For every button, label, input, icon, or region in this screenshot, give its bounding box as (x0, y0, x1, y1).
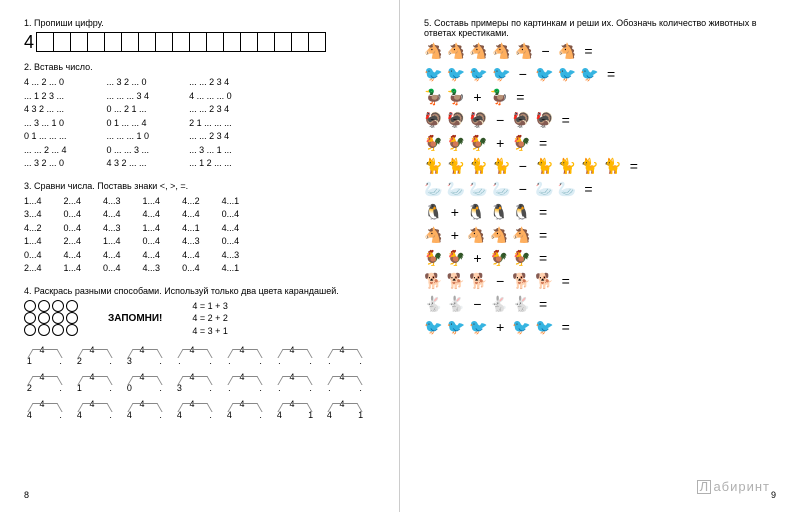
remember-label: ЗАПОМНИ! (108, 313, 162, 324)
task1-title: 1. Пропиши цифру. (24, 18, 375, 28)
page-num-9: 9 (771, 490, 776, 500)
watermark: Лабиринт (697, 479, 770, 494)
circles-block: ЗАПОМНИ! 4 = 1 + 3 4 = 2 + 2 4 = 3 + 1 (24, 300, 375, 338)
task5-title: 5. Составь примеры по картинкам и реши и… (424, 18, 776, 38)
col-c: ... ... 2 3 4 4 ... ... ... 0 ... ... 2 … (189, 76, 232, 171)
trace-boxes: 4 (24, 32, 375, 52)
page-num-8: 8 (24, 490, 29, 500)
task3-grid: 1...4 3...4 4...2 1...4 0...4 2...4 2...… (24, 195, 375, 276)
digit-4: 4 (24, 32, 34, 52)
task4-title: 4. Раскрась разными способами. Используй… (24, 286, 375, 296)
right-page: 5. Составь примеры по картинкам и реши и… (400, 0, 800, 512)
task2-cols: 4 ... 2 ... 0 ... 1 2 3 ... 4 3 2 ... ..… (24, 76, 375, 171)
task3-title: 3. Сравни числа. Поставь знаки <, >, =. (24, 181, 375, 191)
animal-rows: 🐴🐴🐴🐴🐴−🐴=🐦🐦🐦🐦−🐦🐦🐦=🦆🦆+🦆=🦃🦃🦃−🦃🦃=🐓🐓🐓+🐓=🐈🐈🐈🐈−… (424, 42, 776, 336)
col-a: 4 ... 2 ... 0 ... 1 2 3 ... 4 3 2 ... ..… (24, 76, 67, 171)
left-page: 1. Пропиши цифру. 4 2. Вставь число. 4 .… (0, 0, 400, 512)
number-bonds: 44444441.2.3.........44444442.1.0.3.....… (24, 345, 375, 420)
col-b: ... 3 2 ... 0 ... ... ... 3 4 0 ... 2 1 … (107, 76, 150, 171)
task2-title: 2. Вставь число. (24, 62, 375, 72)
facts: 4 = 1 + 3 4 = 2 + 2 4 = 3 + 1 (192, 300, 228, 338)
